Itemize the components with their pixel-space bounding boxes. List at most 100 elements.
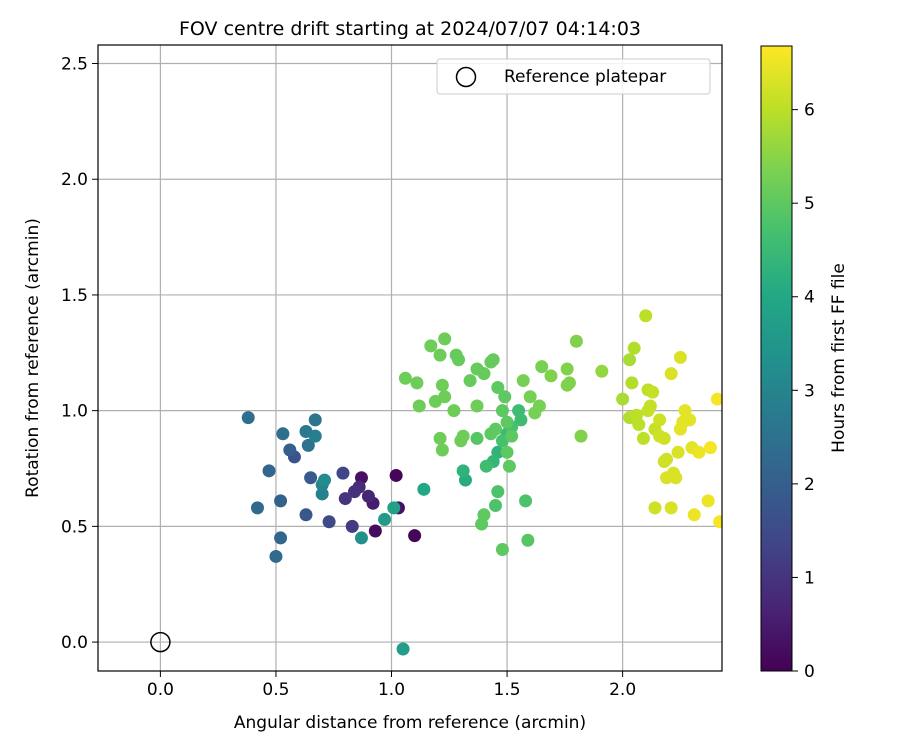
y-tick-label: 2.5	[61, 55, 88, 75]
data-point	[463, 374, 477, 388]
data-point	[387, 501, 401, 515]
x-tick-label: 1.5	[494, 680, 521, 700]
data-point	[479, 459, 493, 473]
data-point	[428, 394, 442, 408]
reference-marker	[150, 631, 171, 653]
y-tick-label: 1.5	[61, 286, 88, 306]
y-axis-label: Rotation from reference (arcmin)	[23, 218, 43, 498]
data-point	[250, 501, 264, 515]
colorbar-tick-label: 0	[804, 662, 815, 682]
data-point	[470, 362, 484, 376]
y-tick-label: 2.0	[61, 170, 88, 190]
data-point	[410, 376, 424, 390]
gridlines	[98, 45, 722, 671]
data-point	[348, 485, 362, 499]
data-point	[470, 399, 484, 413]
colorbar-tick-label: 5	[804, 194, 815, 214]
colorbar-tick-label: 6	[804, 101, 815, 121]
data-point	[532, 399, 546, 413]
chart-title: FOV centre drift starting at 2024/07/07 …	[179, 18, 641, 40]
x-axis-label: Angular distance from reference (arcmin)	[234, 713, 586, 733]
colorbar-gradient	[760, 45, 793, 672]
data-point	[315, 487, 329, 501]
data-point	[495, 404, 509, 418]
data-point	[495, 543, 509, 557]
data-point	[486, 353, 500, 367]
data-point	[703, 441, 717, 455]
data-point	[498, 390, 512, 404]
plot-area-frame	[97, 44, 723, 672]
data-point	[505, 429, 519, 443]
data-point	[502, 459, 516, 473]
data-point	[304, 471, 318, 485]
data-point	[669, 471, 683, 485]
data-point	[671, 445, 685, 459]
data-point	[648, 501, 662, 515]
data-point	[683, 413, 697, 427]
data-point	[308, 413, 322, 427]
data-point	[438, 332, 452, 346]
data-point	[322, 515, 336, 529]
data-point	[643, 399, 657, 413]
data-point	[361, 489, 375, 503]
data-point	[519, 494, 533, 508]
data-point	[627, 341, 641, 355]
data-point	[477, 508, 491, 522]
data-point	[345, 519, 359, 533]
colorbar-tick-label: 1	[804, 568, 815, 588]
data-point	[535, 360, 549, 374]
x-tick-label: 0.5	[262, 680, 289, 700]
data-point	[491, 381, 505, 395]
data-point	[449, 348, 463, 362]
data-point	[447, 404, 461, 418]
data-point	[274, 531, 288, 545]
data-point	[544, 369, 558, 383]
colorbar: 0 1 2 3 4 5 6 Hours from first FF file	[760, 45, 849, 682]
data-point	[456, 429, 470, 443]
data-point	[274, 494, 288, 508]
data-point	[424, 339, 438, 353]
x-tick-label: 1.0	[378, 680, 405, 700]
legend-entry-label: Reference platepar	[504, 67, 666, 87]
data-point	[562, 376, 576, 390]
colorbar-tick-label: 4	[804, 288, 815, 308]
data-point	[435, 443, 449, 457]
y-axis-ticks: 0.0 0.5 1.0 1.5 2.0 2.5	[61, 55, 98, 653]
data-point	[489, 422, 503, 436]
data-point	[664, 501, 678, 515]
data-point	[500, 415, 514, 429]
data-point	[692, 445, 706, 459]
data-point	[639, 309, 653, 323]
colorbar-label: Hours from first FF file	[829, 263, 849, 453]
data-point	[433, 348, 447, 362]
colorbar-tick-label: 2	[804, 475, 815, 495]
data-point	[673, 350, 687, 364]
data-point	[516, 374, 530, 388]
data-point	[470, 431, 484, 445]
data-point	[623, 353, 637, 367]
data-point	[616, 392, 630, 406]
data-point	[396, 642, 410, 656]
data-point	[269, 549, 283, 563]
data-point	[412, 399, 426, 413]
data-point	[299, 508, 313, 522]
data-point	[389, 468, 403, 482]
data-point	[625, 376, 639, 390]
data-point	[308, 429, 322, 443]
data-point	[701, 494, 715, 508]
data-point	[336, 466, 350, 480]
data-point	[569, 334, 583, 348]
data-point	[574, 429, 588, 443]
y-tick-label: 1.0	[61, 402, 88, 422]
data-point	[317, 473, 331, 487]
data-point	[560, 362, 574, 376]
colorbar-ticks: 0 1 2 3 4 5 6	[792, 101, 815, 682]
data-point	[354, 531, 368, 545]
data-point	[417, 482, 431, 496]
data-point	[713, 515, 722, 529]
data-point	[710, 392, 722, 406]
data-point	[664, 367, 678, 381]
legend-reference-marker-icon	[455, 66, 477, 88]
data-point	[514, 413, 528, 427]
data-point	[301, 438, 315, 452]
